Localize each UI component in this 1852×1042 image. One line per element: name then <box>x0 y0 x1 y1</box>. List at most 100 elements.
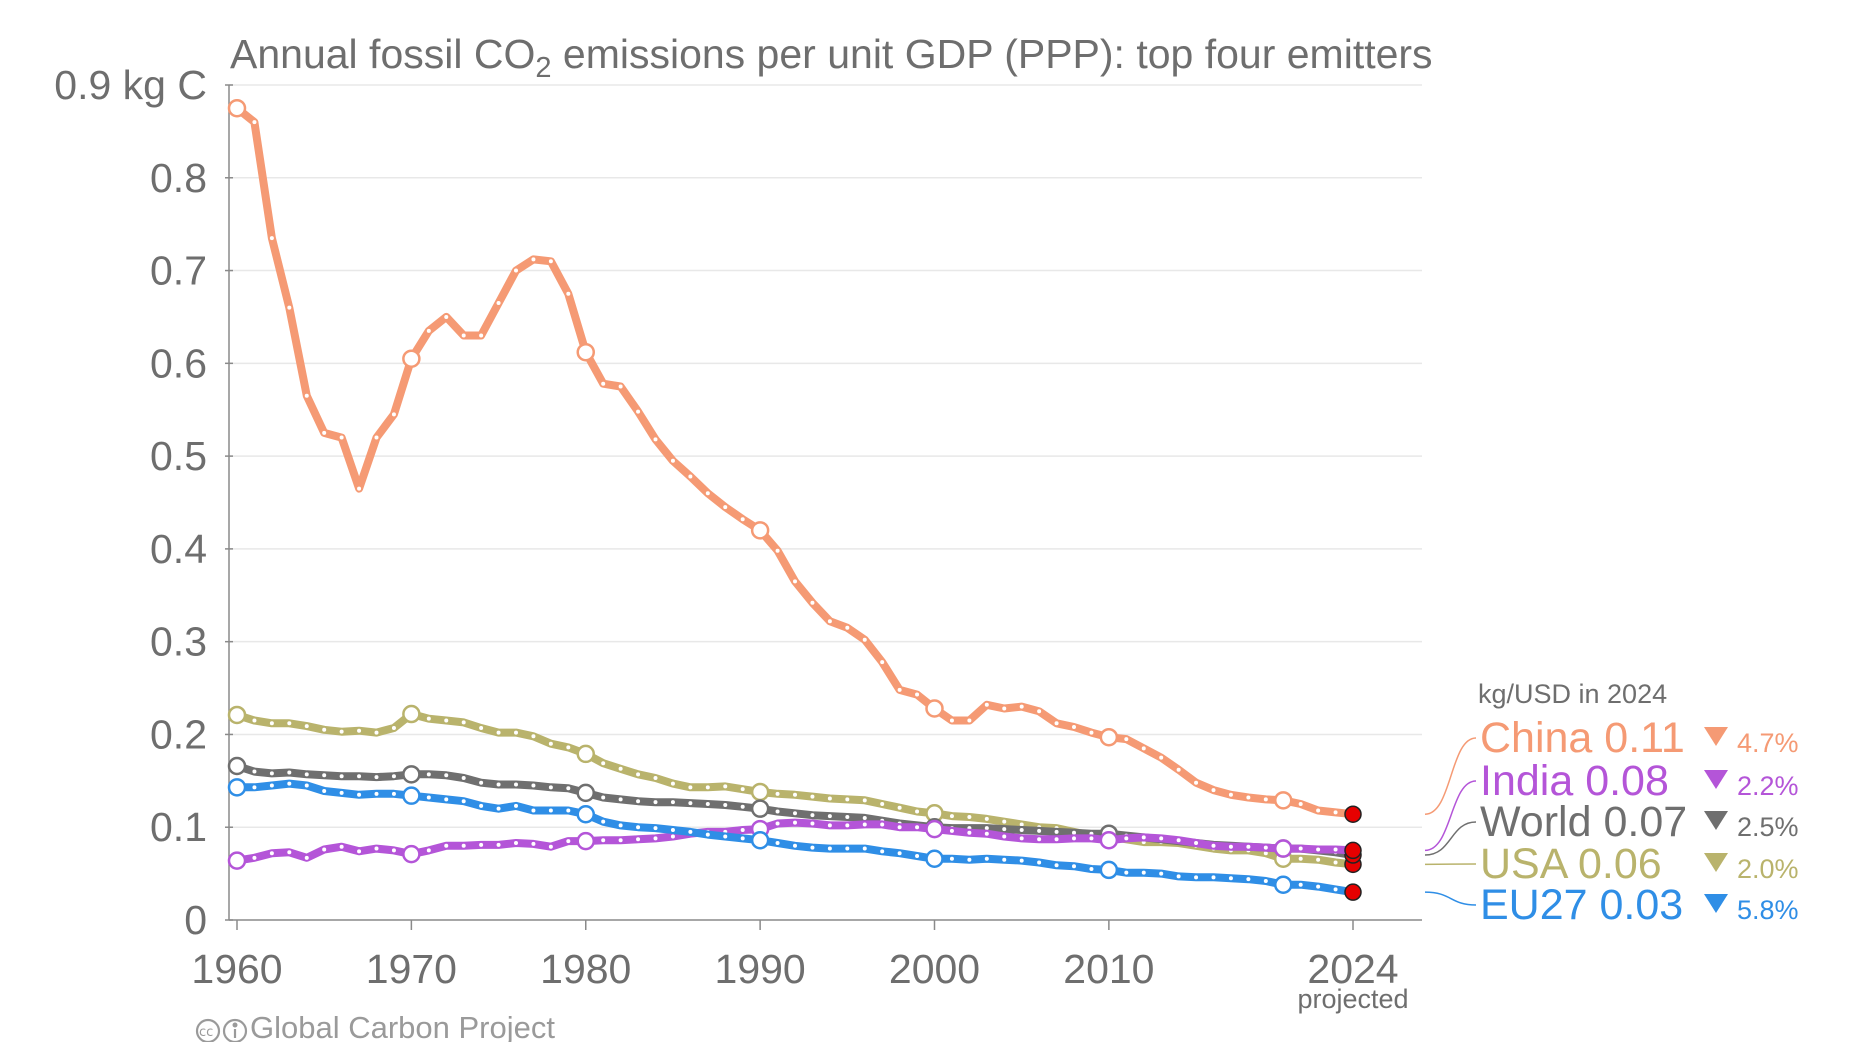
year-point <box>531 783 536 788</box>
year-point <box>1298 802 1303 807</box>
year-point <box>496 806 501 811</box>
year-point <box>793 843 797 848</box>
year-point <box>705 785 710 790</box>
svg-text:cc: cc <box>199 1025 213 1040</box>
year-point <box>374 846 379 851</box>
down-triangle-icon <box>1704 811 1728 830</box>
y-tick-label: 0.1 <box>150 804 207 850</box>
legend-entry-world: World 0.07 2.5% <box>1424 798 1799 856</box>
y-tick-label: 0.8 <box>150 155 207 201</box>
decade-marker <box>576 342 595 362</box>
year-point <box>740 828 745 833</box>
year-point <box>339 774 344 779</box>
year-point <box>287 781 292 786</box>
year-point <box>740 836 745 841</box>
year-point <box>1333 887 1338 892</box>
year-point <box>531 734 536 739</box>
year-point <box>740 787 745 792</box>
gridlines <box>229 84 1422 828</box>
legend-change: 2.0% <box>1737 854 1799 884</box>
year-point <box>1089 730 1094 735</box>
decade-marker <box>227 851 247 870</box>
year-point <box>1194 840 1199 845</box>
down-triangle-icon <box>1704 894 1728 913</box>
year-point <box>618 838 623 843</box>
year-point <box>775 809 780 814</box>
year-point <box>1194 875 1199 880</box>
year-point <box>339 729 344 734</box>
series-india <box>227 818 1362 870</box>
year-point <box>444 797 449 802</box>
year-point <box>496 842 501 847</box>
year-point <box>304 855 309 860</box>
x-tick-label: 1980 <box>540 946 631 992</box>
year-point <box>1263 879 1268 884</box>
year-point <box>793 792 797 797</box>
year-point <box>984 831 989 836</box>
legend-connector <box>1424 780 1477 852</box>
chart-title: Annual fossil CO2 emissions per unit GDP… <box>230 31 1433 84</box>
year-point <box>1316 857 1321 862</box>
year-point <box>479 333 484 338</box>
year-point <box>1019 836 1024 841</box>
year-point <box>1246 795 1251 800</box>
decade-marker <box>576 804 595 824</box>
year-point <box>897 851 902 856</box>
year-point <box>845 625 850 630</box>
legend: kg/USD in 2024 China 0.11 4.7% India 0.08 2.… <box>1424 679 1799 929</box>
decade-marker <box>576 744 595 764</box>
year-point <box>1263 845 1268 850</box>
year-point <box>827 796 832 801</box>
credit-line: cc Global Carbon Project <box>195 1010 555 1042</box>
year-point <box>339 790 344 795</box>
year-point <box>1211 843 1216 848</box>
year-point <box>252 718 257 723</box>
year-point <box>1316 808 1321 813</box>
decade-marker <box>750 830 770 850</box>
legend-label: World 0.07 <box>1480 798 1687 846</box>
year-point <box>880 660 885 665</box>
year-point <box>775 840 780 845</box>
year-point <box>827 814 832 819</box>
year-point <box>793 579 797 584</box>
year-point <box>827 823 832 828</box>
decade-marker <box>750 799 770 818</box>
year-point <box>514 268 518 273</box>
year-point <box>845 797 850 802</box>
cc-by-icon: cc <box>195 1018 248 1042</box>
projected-point-india <box>1344 841 1362 860</box>
year-point <box>391 848 396 853</box>
legend-entry-eu27: EU27 0.03 5.8% <box>1424 881 1799 929</box>
year-point <box>897 825 902 830</box>
down-triangle-icon <box>1704 770 1728 789</box>
year-point <box>304 393 309 398</box>
year-point <box>601 795 606 800</box>
year-point <box>1002 857 1007 862</box>
legend-label: EU27 0.03 <box>1480 881 1683 929</box>
decade-marker <box>576 831 595 851</box>
year-point <box>915 853 920 858</box>
year-point <box>1194 780 1199 785</box>
year-point <box>636 837 641 842</box>
x-projected-label: projected <box>1297 984 1408 1014</box>
legend-label: USA 0.06 <box>1480 840 1662 888</box>
year-point <box>322 789 327 794</box>
decade-marker <box>925 819 944 839</box>
year-point <box>1333 860 1338 865</box>
year-point <box>1263 851 1268 856</box>
series-china <box>227 98 1362 823</box>
series-eu27 <box>227 778 1362 901</box>
year-point <box>357 774 362 779</box>
year-point <box>601 761 606 766</box>
year-point <box>810 845 815 850</box>
year-point <box>357 792 362 797</box>
year-point <box>461 843 466 848</box>
decade-marker <box>402 844 421 864</box>
year-point <box>1141 746 1146 751</box>
year-point <box>1019 828 1024 833</box>
x-tick-label: 1990 <box>715 946 806 992</box>
year-point <box>1054 837 1059 842</box>
year-point <box>339 435 344 440</box>
year-point <box>862 846 867 851</box>
year-point <box>479 803 484 808</box>
